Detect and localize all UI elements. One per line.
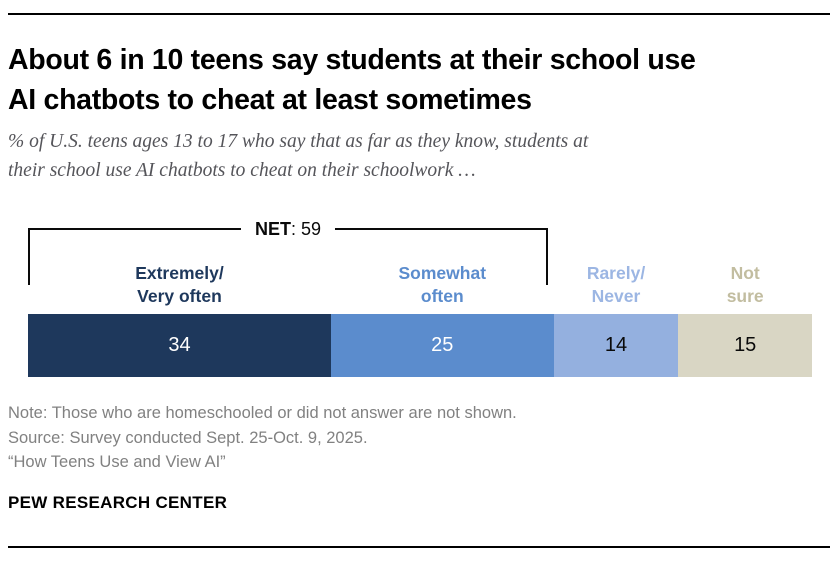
- bottom-divider-rule: [8, 546, 830, 548]
- net-bracket-left-tick: [28, 230, 30, 285]
- category-label-rarely-never: Rarely/ Never: [586, 263, 646, 306]
- net-bracket: NET: 59: [28, 217, 548, 285]
- bar-value-somewhat-often: 25: [431, 334, 454, 356]
- net-bracket-right-tick: [546, 230, 548, 285]
- pew-research-center-wordmark: PEW RESEARCH CENTER: [8, 493, 228, 512]
- category-label-extremely-very-often: Extremely/ Very often: [135, 263, 224, 306]
- report-title-line: “How Teens Use and View AI”: [8, 453, 226, 471]
- source-line: Source: Survey conducted Sept. 25-Oct. 9…: [8, 428, 368, 447]
- chart-title: About 6 in 10 teens say students at thei…: [8, 44, 696, 116]
- category-label-somewhat-often: Somewhat often: [398, 263, 487, 306]
- top-divider-rule: [8, 13, 830, 15]
- net-label: NET: 59: [240, 217, 336, 241]
- note-line: Note: Those who are homeschooled or did …: [8, 404, 517, 422]
- bar-value-not-sure: 15: [734, 334, 757, 356]
- net-label-word: NET: [254, 219, 291, 239]
- bar-value-extremely-very-often: 34: [168, 334, 191, 356]
- category-label-not-sure: Not sure: [726, 263, 764, 306]
- bar-value-rarely-never: 14: [604, 334, 628, 356]
- stacked-bar: 34 25 14 15: [28, 314, 813, 377]
- chart-subtitle: % of U.S. teens ages 13 to 17 who say th…: [8, 131, 589, 181]
- category-label-row: Extremely/ Very often Somewhat often Rar…: [28, 254, 812, 308]
- footnotes: Note: Those who are homeschooled or did …: [8, 401, 832, 475]
- bar-segment-somewhat-often: 25: [330, 314, 554, 377]
- bar-segment-extremely-very-often: 34: [28, 314, 331, 377]
- bar-segment-not-sure: 15: [678, 314, 813, 377]
- net-label-value: : 59: [290, 219, 322, 239]
- bar-segment-rarely-never: 14: [553, 314, 679, 377]
